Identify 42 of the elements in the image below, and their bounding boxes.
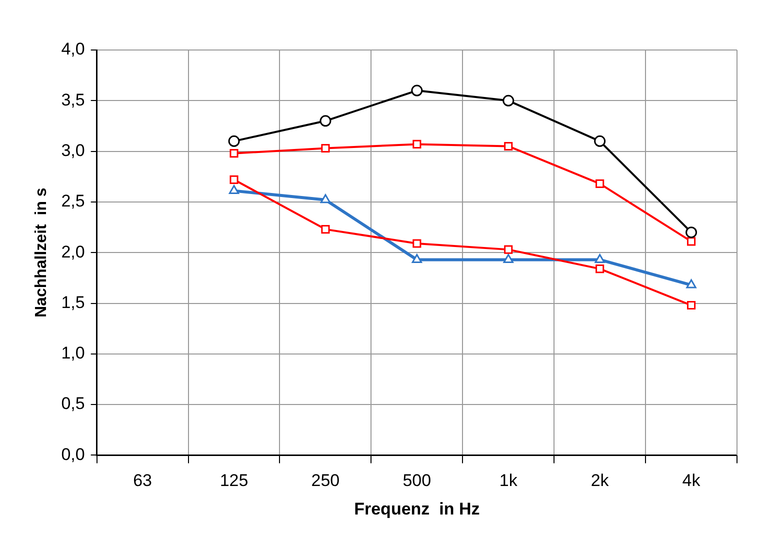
- y-tick-label: 0,0: [61, 444, 85, 464]
- point: [321, 144, 330, 153]
- point: [596, 179, 604, 188]
- point: [503, 254, 514, 263]
- point: [230, 175, 238, 184]
- y-tick-label: 2,0: [61, 242, 85, 262]
- point: [594, 254, 605, 263]
- point: [596, 264, 604, 274]
- y-tick-label: 1,0: [61, 344, 85, 363]
- y-tick-label: 4,0: [61, 40, 85, 59]
- x-tick-label: 500: [402, 471, 432, 490]
- x-tick-label: 1k: [499, 471, 518, 490]
- y-tick-label: 3,0: [61, 140, 85, 160]
- point: [320, 194, 331, 204]
- point: [504, 142, 513, 151]
- point: [412, 140, 422, 148]
- y-tick-label: 0,5: [61, 394, 85, 414]
- point: [686, 226, 698, 238]
- y-axis-title: Nachhallzeit in s: [33, 188, 50, 318]
- x-tick-label: 2k: [590, 471, 610, 490]
- point: [594, 135, 606, 147]
- point: [686, 237, 696, 246]
- point: [502, 94, 514, 106]
- point: [228, 185, 240, 194]
- x-tick-label: 4k: [682, 471, 701, 490]
- y-tick-label: 1,5: [61, 292, 85, 312]
- x-tick-label: 125: [220, 471, 248, 490]
- point: [321, 225, 330, 234]
- point: [412, 254, 422, 263]
- point: [411, 84, 423, 96]
- point: [230, 149, 238, 158]
- point: [504, 245, 513, 254]
- point: [228, 135, 240, 147]
- x-tick-label: 250: [311, 471, 340, 490]
- point: [320, 115, 332, 127]
- x-axis-title: Frequenz in Hz: [354, 499, 480, 518]
- y-tick-label: 2,5: [61, 192, 85, 211]
- point: [686, 279, 696, 288]
- point: [412, 239, 422, 248]
- x-tick-label: 63: [133, 471, 152, 490]
- y-tick-label: 3,5: [61, 90, 85, 110]
- point: [686, 300, 696, 310]
